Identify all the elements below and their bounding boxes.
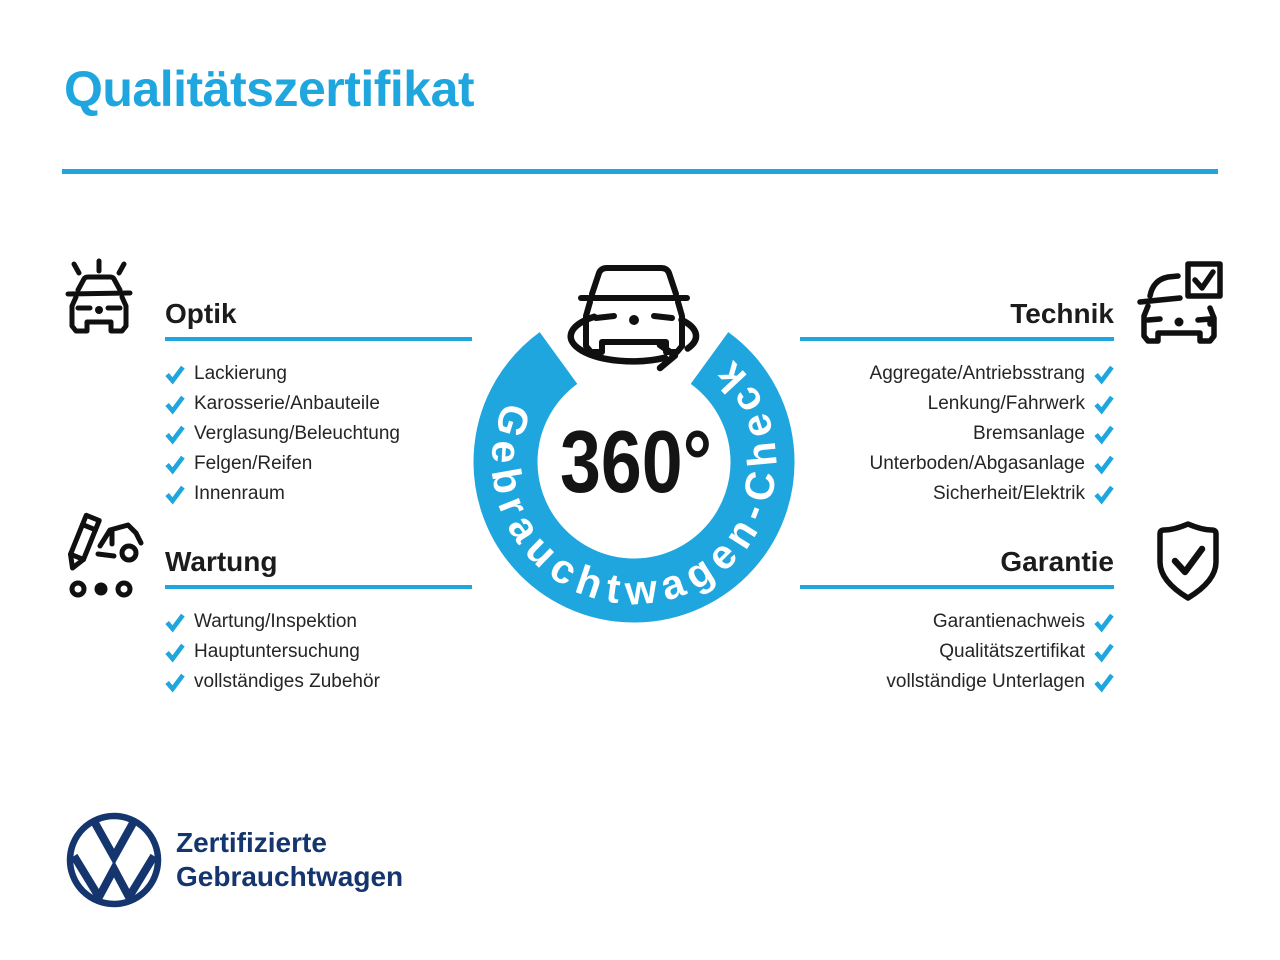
checklist-item: vollständiges Zubehör [165,667,472,697]
check-icon [1094,395,1114,415]
section-underline [165,337,472,341]
checklist-item: Lenkung/Fahrwerk [800,389,1114,419]
checklist-item-label: vollständiges Zubehör [194,671,380,692]
checklist-item: vollständige Unterlagen [800,667,1114,697]
wartung-checklist: Wartung/Inspektion Hauptuntersuchung volls… [165,607,472,697]
check-icon [1094,425,1114,445]
checklist-item-label: Karosserie/Anbauteile [194,393,380,414]
checklist-item: Felgen/Reifen [165,449,472,479]
checklist-item-label: Garantienachweis [932,611,1085,632]
checklist-item-label: Aggregate/Antriebsstrang [869,363,1085,384]
check-icon [1094,455,1114,475]
checklist-item-label: Sicherheit/Elektrik [932,483,1085,504]
checklist-item: Sicherheit/Elektrik [800,479,1114,509]
check-icon [165,455,185,475]
check-icon [165,485,185,505]
section-garantie-title: Garantie [1000,546,1114,577]
section-underline [800,337,1114,341]
check-icon [165,425,185,445]
checklist-item-label: Felgen/Reifen [194,453,313,474]
checklist-item: Hauptuntersuchung [165,637,472,667]
garantie-checklist: Garantienachweis Qualitätszertifikat volls… [800,607,1114,697]
checklist-item: Garantienachweis [800,607,1114,637]
degrees-label: 360° [560,412,712,511]
section-optik: Optik Lackierung Karosserie/Anbauteile Ver… [165,297,472,509]
check-icon [1094,613,1114,633]
section-optik-title: Optik [165,298,237,329]
footer-claim-line1: Zertifizierte [176,827,327,858]
checklist-item: Aggregate/Antriebsstrang [800,359,1114,389]
car-rotation-icon [567,265,700,372]
checklist-item-label: Qualitätszertifikat [939,641,1085,662]
checklist-item: Wartung/Inspektion [165,607,472,637]
checklist-item: Unterboden/Abgasanlage [800,449,1114,479]
check-icon [165,395,185,415]
footer-claim: Zertifizierte Gebrauchtwagen [176,826,403,894]
check-icon [1094,643,1114,663]
checklist-item-label: Lenkung/Fahrwerk [927,393,1085,414]
section-technik-title: Technik [1010,298,1114,329]
check-icon [165,673,185,693]
check-icon [1094,485,1114,505]
footer-claim-line2: Gebrauchtwagen [176,861,404,892]
section-garantie: Garantie Garantienachweis Qualitätszertif… [800,545,1114,697]
shield-check-icon [1157,521,1219,601]
page-title: Qualitätszertifikat [64,61,475,117]
checklist-item-label: Bremsanlage [973,423,1085,444]
checklist-item-label: Lackierung [194,363,287,384]
car-shine-icon [65,258,133,334]
checklist-item: Innenraum [165,479,472,509]
car-checkbox-icon [1137,261,1223,344]
checklist-item-label: Innenraum [194,483,285,504]
checklist-item: Karosserie/Anbauteile [165,389,472,419]
checklist-item: Bremsanlage [800,419,1114,449]
checklist-item-label: Verglasung/Beleuchtung [194,423,400,444]
optik-checklist: Lackierung Karosserie/Anbauteile Verglasun… [165,359,472,509]
checklist-item-label: vollständige Unterlagen [886,671,1085,692]
section-underline [165,585,472,589]
check-icon [1094,673,1114,693]
section-technik: Technik Aggregate/Antriebsstrang Lenkung/… [800,297,1114,509]
check-icon [1094,365,1114,385]
checklist-item: Qualitätszertifikat [800,637,1114,667]
technik-checklist: Aggregate/Antriebsstrang Lenkung/Fahrwerk… [800,359,1114,509]
vw-logo [66,812,162,908]
section-wartung-title: Wartung [165,546,278,577]
checklist-item-label: Hauptuntersuchung [194,641,360,662]
check-icon [165,643,185,663]
title-divider [62,169,1218,174]
ring-arc [473,332,795,623]
checklist-item: Lackierung [165,359,472,389]
badge-360: Gebrauchtwagen-Check 360° [473,265,795,623]
check-icon [165,365,185,385]
checklist-item-label: Wartung/Inspektion [194,611,357,632]
section-underline [800,585,1114,589]
checklist-item: Verglasung/Beleuchtung [165,419,472,449]
checklist-item-label: Unterboden/Abgasanlage [869,453,1085,474]
section-wartung: Wartung Wartung/Inspektion Hauptuntersuch… [165,545,472,697]
pencil-car-icon [68,512,144,598]
check-icon [165,613,185,633]
